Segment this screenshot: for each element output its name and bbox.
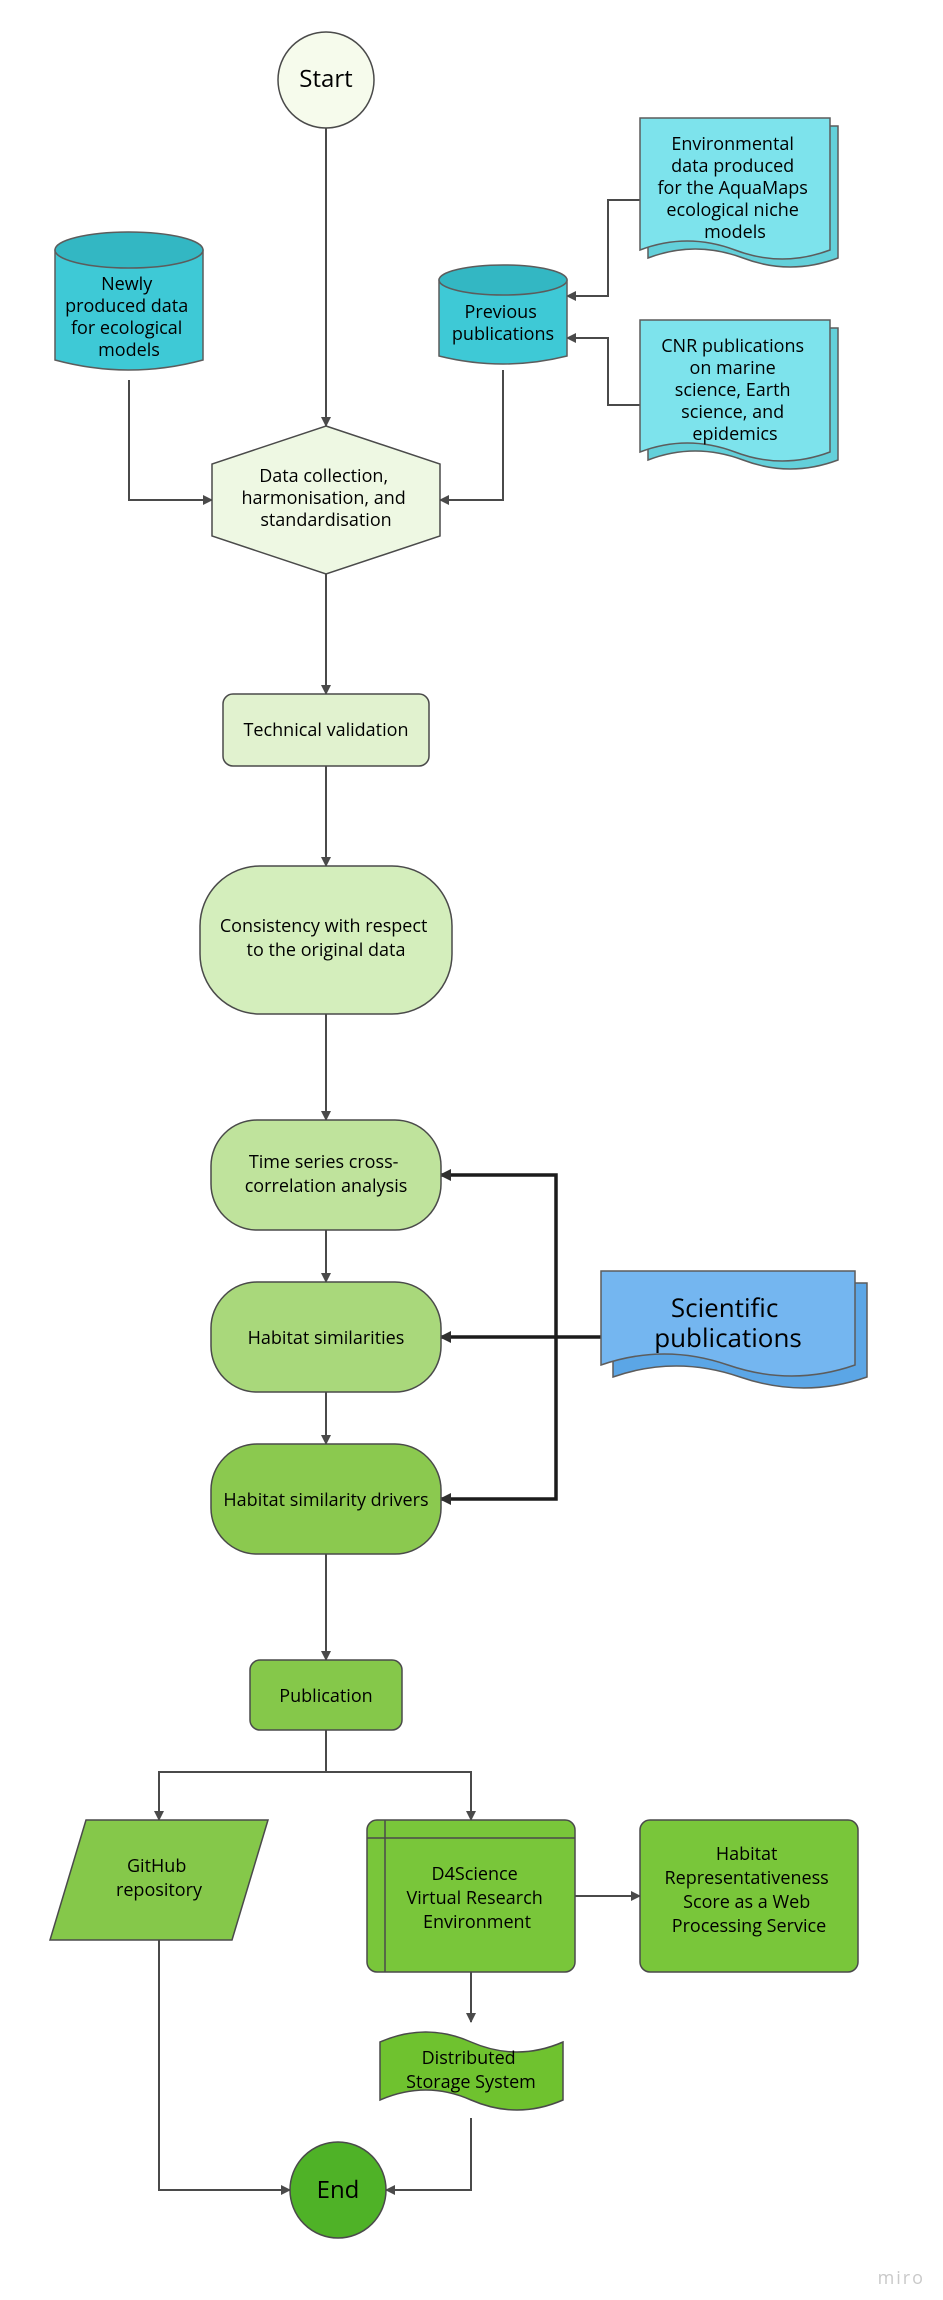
node-sci-label: Scientific publications — [654, 1289, 802, 1355]
node-end-label: End — [317, 2173, 360, 2206]
node-github: GitHub repository — [50, 1820, 268, 1940]
node-habdrivers: Habitat similarity drivers — [211, 1444, 441, 1554]
node-tech-label: Technical validation — [243, 718, 408, 742]
node-pub-label: Publication — [279, 1684, 372, 1708]
node-start: Start — [278, 32, 374, 128]
watermark: miro — [878, 2266, 925, 2290]
edge-pub-d4s — [326, 1772, 471, 1820]
node-tech-val: Technical validation — [223, 694, 429, 766]
flowchart-canvas: Start Newly produced data for ecological… — [0, 0, 943, 2300]
edge-sci-drivers — [441, 1337, 556, 1499]
edge-cnr-prev — [567, 338, 640, 405]
edge-newly-hexagon — [129, 380, 212, 500]
edge-github-end — [159, 1940, 290, 2190]
node-consistency: Consistency with respect to the original… — [200, 866, 452, 1014]
edge-prev-hexagon — [440, 370, 503, 500]
flowchart-svg: Start Newly produced data for ecological… — [0, 0, 943, 2300]
edge-store-end — [386, 2118, 471, 2190]
node-habitat-rep: Habitat Representativeness Score as a We… — [640, 1820, 858, 1972]
node-start-label: Start — [299, 62, 352, 95]
node-ts-label: Time series cross- correlation analysis — [245, 1150, 408, 1198]
node-github-label: GitHub repository — [116, 1854, 203, 1902]
node-newly-data: Newly produced data for ecological model… — [55, 232, 203, 370]
node-tseries: Time series cross- correlation analysis — [211, 1120, 441, 1230]
edge-pub-github — [159, 1730, 326, 1820]
node-consistency-label: Consistency with respect to the original… — [220, 914, 432, 962]
node-habsim: Habitat similarities — [211, 1282, 441, 1392]
node-store-label: Distributed Storage System — [406, 2046, 536, 2094]
edge-sci-ts — [441, 1175, 601, 1337]
node-env-doc: Environmental data produced for the Aqua… — [640, 118, 838, 267]
node-hexagon: Data collection, harmonisation, and stan… — [212, 426, 440, 574]
node-dist-store: Distributed Storage System — [380, 2032, 563, 2110]
node-d4science: D4Science Virtual Research Environment — [367, 1820, 575, 1972]
node-prev-label: Previous publications — [452, 300, 554, 346]
node-end: End — [290, 2142, 386, 2238]
node-hexagon-label: Data collection, harmonisation, and stan… — [242, 464, 411, 532]
node-habdrivers-label: Habitat similarity drivers — [223, 1488, 428, 1512]
node-sci-pubs: Scientific publications — [601, 1271, 867, 1388]
node-habsim-label: Habitat similarities — [248, 1326, 405, 1350]
node-publication: Publication — [250, 1660, 402, 1730]
node-cnr-doc: CNR publications on marine science, Eart… — [640, 320, 838, 469]
node-prev-pubs: Previous publications — [439, 265, 567, 364]
edge-env-prev — [567, 200, 640, 296]
